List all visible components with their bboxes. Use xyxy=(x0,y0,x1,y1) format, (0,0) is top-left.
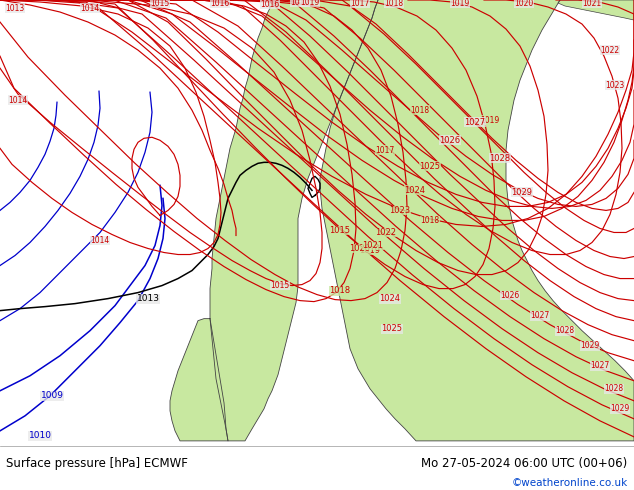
Text: 1013: 1013 xyxy=(136,294,160,303)
Text: 1017: 1017 xyxy=(375,146,394,155)
Text: 1022: 1022 xyxy=(600,46,619,54)
Text: 1024: 1024 xyxy=(404,186,425,195)
Text: 1015: 1015 xyxy=(150,0,170,7)
Text: 1016: 1016 xyxy=(210,0,230,7)
Text: 1019: 1019 xyxy=(359,246,380,255)
Text: 1021: 1021 xyxy=(363,241,384,250)
Text: Mo 27-05-2024 06:00 UTC (00+06): Mo 27-05-2024 06:00 UTC (00+06) xyxy=(422,457,628,470)
Text: 1020: 1020 xyxy=(349,244,370,253)
Polygon shape xyxy=(558,0,634,20)
Text: 1029: 1029 xyxy=(611,404,630,414)
Text: ©weatheronline.co.uk: ©weatheronline.co.uk xyxy=(512,478,628,488)
Text: 1026: 1026 xyxy=(500,291,520,300)
Polygon shape xyxy=(320,0,634,441)
Text: 1029: 1029 xyxy=(512,188,533,197)
Text: 1021: 1021 xyxy=(583,0,602,7)
Text: 1019: 1019 xyxy=(481,116,500,125)
Text: 1023: 1023 xyxy=(605,81,624,90)
Text: 1026: 1026 xyxy=(439,136,460,145)
Text: 1023: 1023 xyxy=(389,206,411,215)
Text: 1028: 1028 xyxy=(555,326,574,335)
Text: 1027: 1027 xyxy=(590,361,610,370)
Text: 1018: 1018 xyxy=(330,286,351,295)
Text: 1013: 1013 xyxy=(5,3,25,13)
Text: 1019: 1019 xyxy=(301,0,320,6)
Text: 1015: 1015 xyxy=(270,281,290,290)
Text: 1019: 1019 xyxy=(450,0,470,7)
Text: Surface pressure [hPa] ECMWF: Surface pressure [hPa] ECMWF xyxy=(6,457,188,470)
Text: 1009: 1009 xyxy=(41,392,63,400)
Text: 1018: 1018 xyxy=(420,216,439,225)
Text: 1017: 1017 xyxy=(351,0,370,7)
Text: 1028: 1028 xyxy=(489,154,510,163)
Text: 1025: 1025 xyxy=(382,324,403,333)
Text: 1027: 1027 xyxy=(465,118,486,127)
Text: 1028: 1028 xyxy=(604,384,624,393)
Polygon shape xyxy=(210,0,378,441)
Text: 1010: 1010 xyxy=(29,431,51,441)
Text: 1027: 1027 xyxy=(531,311,550,320)
Text: 1014: 1014 xyxy=(8,96,28,105)
Text: 1024: 1024 xyxy=(380,294,401,303)
Polygon shape xyxy=(170,318,228,441)
Text: 1017: 1017 xyxy=(290,0,309,6)
Text: 1014: 1014 xyxy=(81,3,100,13)
Text: 1014: 1014 xyxy=(91,236,110,245)
Text: 1018: 1018 xyxy=(384,0,404,7)
Text: 1018: 1018 xyxy=(410,106,430,115)
Text: 1022: 1022 xyxy=(375,228,396,237)
Text: 1015: 1015 xyxy=(330,226,351,235)
Text: 1029: 1029 xyxy=(580,341,600,350)
Text: 1020: 1020 xyxy=(514,0,534,7)
Text: 1025: 1025 xyxy=(420,162,441,171)
Text: 1016: 1016 xyxy=(261,0,280,8)
